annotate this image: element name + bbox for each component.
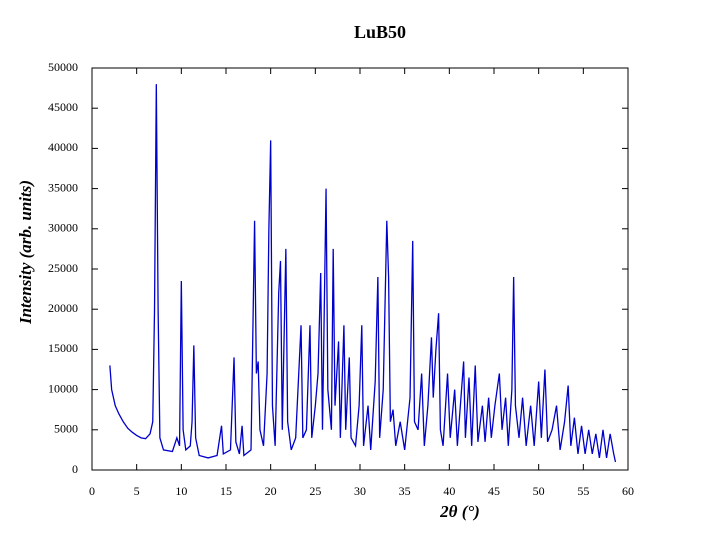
y-tick-label: 30000 <box>48 221 78 235</box>
x-tick-label: 15 <box>220 484 232 498</box>
x-tick-label: 45 <box>488 484 500 498</box>
y-tick-label: 50000 <box>48 60 78 74</box>
x-tick-label: 35 <box>399 484 411 498</box>
x-tick-label: 30 <box>354 484 366 498</box>
y-axis-label: Intensity (arb. units) <box>16 180 35 325</box>
y-tick-label: 40000 <box>48 140 78 154</box>
y-tick-label: 0 <box>72 462 78 476</box>
x-tick-label: 25 <box>309 484 321 498</box>
x-tick-label: 50 <box>533 484 545 498</box>
plot-frame <box>91 67 629 471</box>
y-tick-label: 35000 <box>48 180 78 194</box>
y-tick-label: 20000 <box>48 301 78 315</box>
x-tick-label: 10 <box>175 484 187 498</box>
y-tick-label: 25000 <box>48 261 78 275</box>
x-tick-label: 40 <box>443 484 455 498</box>
x-tick-label: 60 <box>622 484 634 498</box>
y-tick-label: 15000 <box>48 341 78 355</box>
chart-title: LuB50 <box>354 22 406 42</box>
x-tick-label: 55 <box>577 484 589 498</box>
x-axis-label: 2θ (°) <box>439 502 480 521</box>
x-tick-label: 0 <box>89 484 95 498</box>
y-tick-label: 5000 <box>54 422 78 436</box>
y-tick-label: 10000 <box>48 381 78 395</box>
data-line <box>109 84 617 463</box>
x-tick-label: 5 <box>134 484 140 498</box>
x-tick-label: 20 <box>265 484 277 498</box>
y-tick-label: 45000 <box>48 100 78 114</box>
